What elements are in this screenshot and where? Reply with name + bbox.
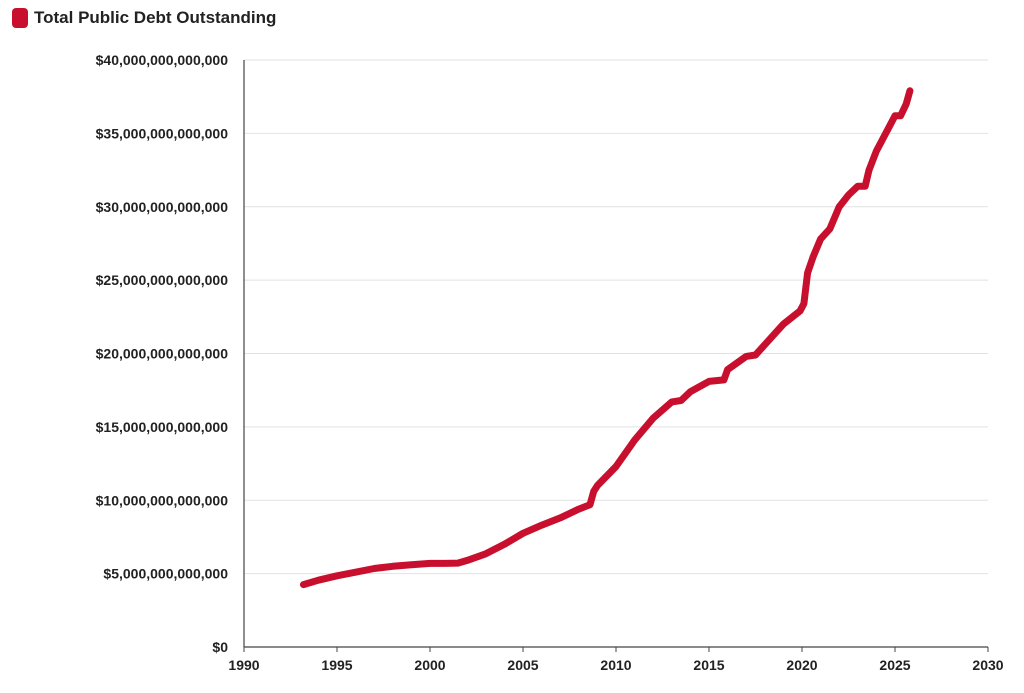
x-tick-label: 2020	[786, 657, 817, 673]
chart-legend: Total Public Debt Outstanding	[12, 8, 276, 28]
y-tick-label: $25,000,000,000,000	[96, 272, 229, 288]
x-tick-label: 2030	[972, 657, 1003, 673]
series-line	[300, 87, 914, 589]
y-tick-label: $15,000,000,000,000	[96, 419, 229, 435]
gridlines	[244, 59, 988, 575]
x-tick-label: 2005	[507, 657, 538, 673]
y-tick-label: $35,000,000,000,000	[96, 125, 229, 141]
x-tick-label: 1995	[321, 657, 352, 673]
x-tick-label: 1990	[228, 657, 259, 673]
y-tick-label: $10,000,000,000,000	[96, 492, 229, 508]
y-tick-label: $0	[212, 639, 228, 655]
series-layer	[300, 87, 914, 589]
x-tick-label: 2010	[600, 657, 631, 673]
x-tick-label: 2025	[879, 657, 910, 673]
legend-swatch	[12, 8, 28, 28]
y-axis-tick-labels: $0 $5,000,000,000,000 $10,000,000,000,000 $…	[96, 52, 229, 655]
y-tick-label: $30,000,000,000,000	[96, 199, 229, 215]
axes	[243, 60, 989, 652]
x-tick-label: 2015	[693, 657, 724, 673]
legend-label: Total Public Debt Outstanding	[34, 8, 277, 27]
y-tick-label: $40,000,000,000,000	[96, 52, 229, 68]
y-tick-label: $5,000,000,000,000	[103, 566, 228, 582]
y-tick-label: $20,000,000,000,000	[96, 346, 229, 362]
x-tick-label: 2000	[414, 657, 445, 673]
x-axis-tick-labels: 1990 1995 2000 2005 2010 2015 2020 2025 2030	[228, 657, 1003, 673]
